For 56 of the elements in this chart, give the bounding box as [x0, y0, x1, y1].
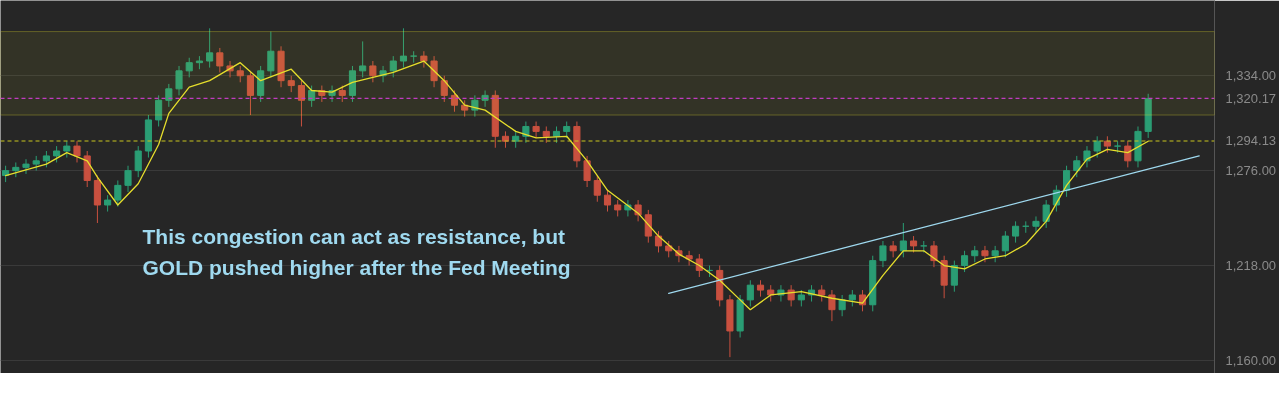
y-tick-label: 1,334.00	[1225, 68, 1277, 84]
candlestick	[450, 89, 459, 113]
candlestick	[246, 70, 254, 116]
candlestick	[930, 240, 938, 268]
candlestick	[471, 94, 479, 118]
candlestick	[389, 55, 397, 78]
candlestick	[685, 250, 693, 267]
candlestick	[1012, 220, 1020, 244]
candlestick	[961, 250, 969, 273]
candlestick	[175, 65, 183, 96]
candlestick	[359, 40, 367, 78]
ref-line-label: 1,294.13	[1225, 133, 1277, 149]
candlestick	[410, 50, 418, 64]
candlestick	[654, 230, 663, 253]
candlestick	[185, 57, 193, 78]
candlestick	[899, 222, 907, 258]
candlestick	[420, 50, 428, 69]
candlestick	[603, 189, 612, 213]
y-tick-label: 1,276.00	[1225, 163, 1277, 179]
candlestick	[440, 75, 448, 103]
candlestick	[838, 294, 846, 317]
candlestick	[134, 145, 142, 178]
candlestick	[1001, 230, 1009, 258]
candlestick	[206, 27, 214, 69]
annotation: This congestion can act as resistance, but GOLD pushed higher after the Fed Meeting	[142, 224, 571, 279]
candlestick	[828, 289, 836, 322]
candlestick	[532, 121, 540, 139]
candlestick	[1073, 155, 1081, 178]
y-tick-label: 1,218.00	[1225, 258, 1277, 274]
candlestick	[124, 165, 132, 193]
candlestick	[155, 94, 163, 127]
candlestick	[889, 240, 897, 258]
candlestick	[593, 175, 601, 203]
candlestick	[73, 140, 81, 163]
candlestick	[267, 31, 275, 78]
candlestick	[369, 60, 377, 83]
candlestick	[1042, 199, 1050, 229]
candlestick	[481, 89, 489, 108]
candlestick	[399, 27, 408, 69]
candlestick	[644, 209, 652, 244]
candlestick	[950, 260, 958, 293]
candlestick	[114, 179, 122, 208]
candlestick	[22, 158, 30, 175]
candlestick	[1032, 215, 1040, 234]
candlestick	[216, 47, 224, 73]
candlestick	[1093, 135, 1101, 159]
y-tick-label: 1,160.00	[1225, 352, 1277, 368]
candlestick	[1124, 140, 1132, 168]
candlestick	[879, 240, 887, 268]
candlestick	[165, 83, 173, 108]
candlestick	[583, 155, 591, 188]
candlestick	[297, 80, 306, 127]
ref-line-label: 1,320.17	[1225, 90, 1277, 106]
candlestick	[430, 55, 438, 88]
candlestick	[981, 245, 989, 263]
candlestick	[746, 279, 754, 307]
